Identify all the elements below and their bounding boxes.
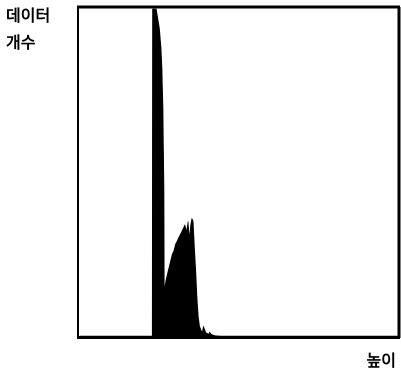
x-axis-title: 높이 (367, 351, 396, 370)
data-layer (79, 8, 399, 337)
y-axis-title-line-1: 데이터 (6, 6, 50, 25)
histogram-area-series-1 (79, 8, 399, 337)
y-axis-title-line-2: 개수 (6, 33, 36, 52)
plot-area (80, 9, 400, 337)
